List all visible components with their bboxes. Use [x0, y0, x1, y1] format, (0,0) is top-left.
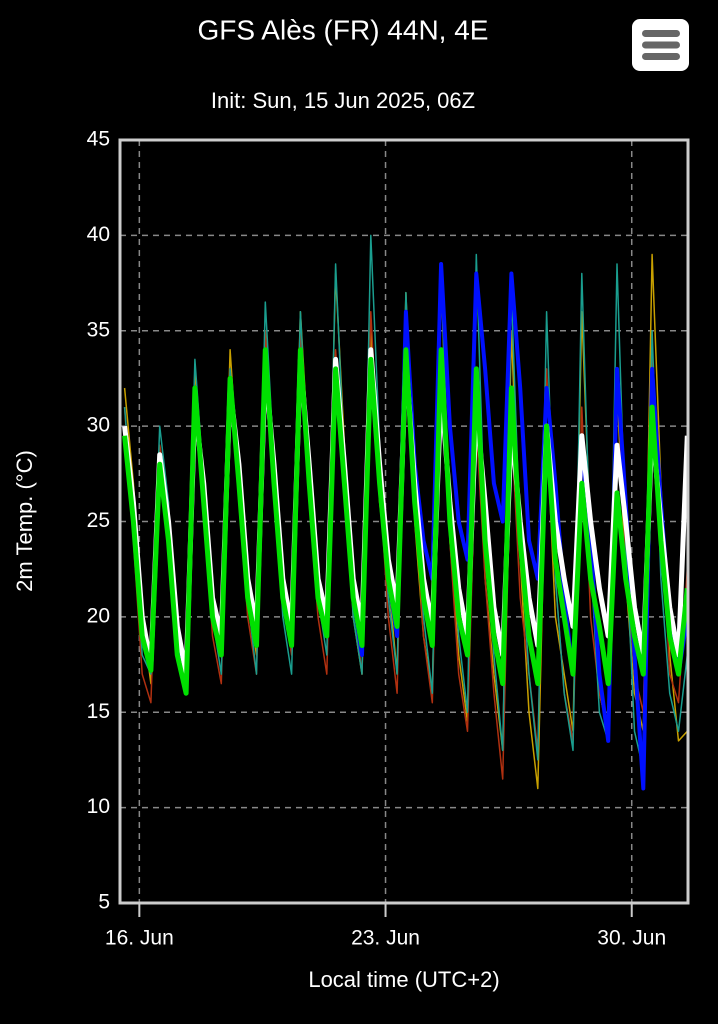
- series-line: [122, 347, 688, 696]
- y-tick-label: 15: [87, 700, 110, 723]
- menu-bar: [642, 53, 680, 60]
- plot-frame: [118, 138, 690, 905]
- chart-title: GFS Alès (FR) 44N, 4E: [198, 14, 489, 45]
- x-tick-label: 16. Jun: [105, 927, 174, 950]
- y-tick-label: 5: [98, 891, 110, 914]
- x-tick-label: 30. Jun: [597, 927, 666, 950]
- chart-subtitle: Init: Sun, 15 Jun 2025, 06Z: [211, 88, 475, 113]
- y-tick-label: 10: [87, 795, 110, 818]
- y-tick-label: 30: [87, 414, 110, 437]
- menu-button[interactable]: [632, 19, 689, 71]
- menu-bar: [642, 41, 680, 49]
- x-tick-label: 23. Jun: [351, 927, 420, 950]
- x-axis-label: Local time (UTC+2): [308, 967, 499, 992]
- y-tick-label: 20: [87, 604, 110, 627]
- menu-bar: [642, 30, 680, 37]
- y-tick-label: 45: [87, 128, 110, 151]
- y-tick-label: 35: [87, 318, 110, 341]
- y-tick-label: 25: [87, 509, 110, 532]
- y-tick-label: 40: [87, 223, 110, 246]
- y-axis-label: 2m Temp. (°C): [12, 450, 37, 592]
